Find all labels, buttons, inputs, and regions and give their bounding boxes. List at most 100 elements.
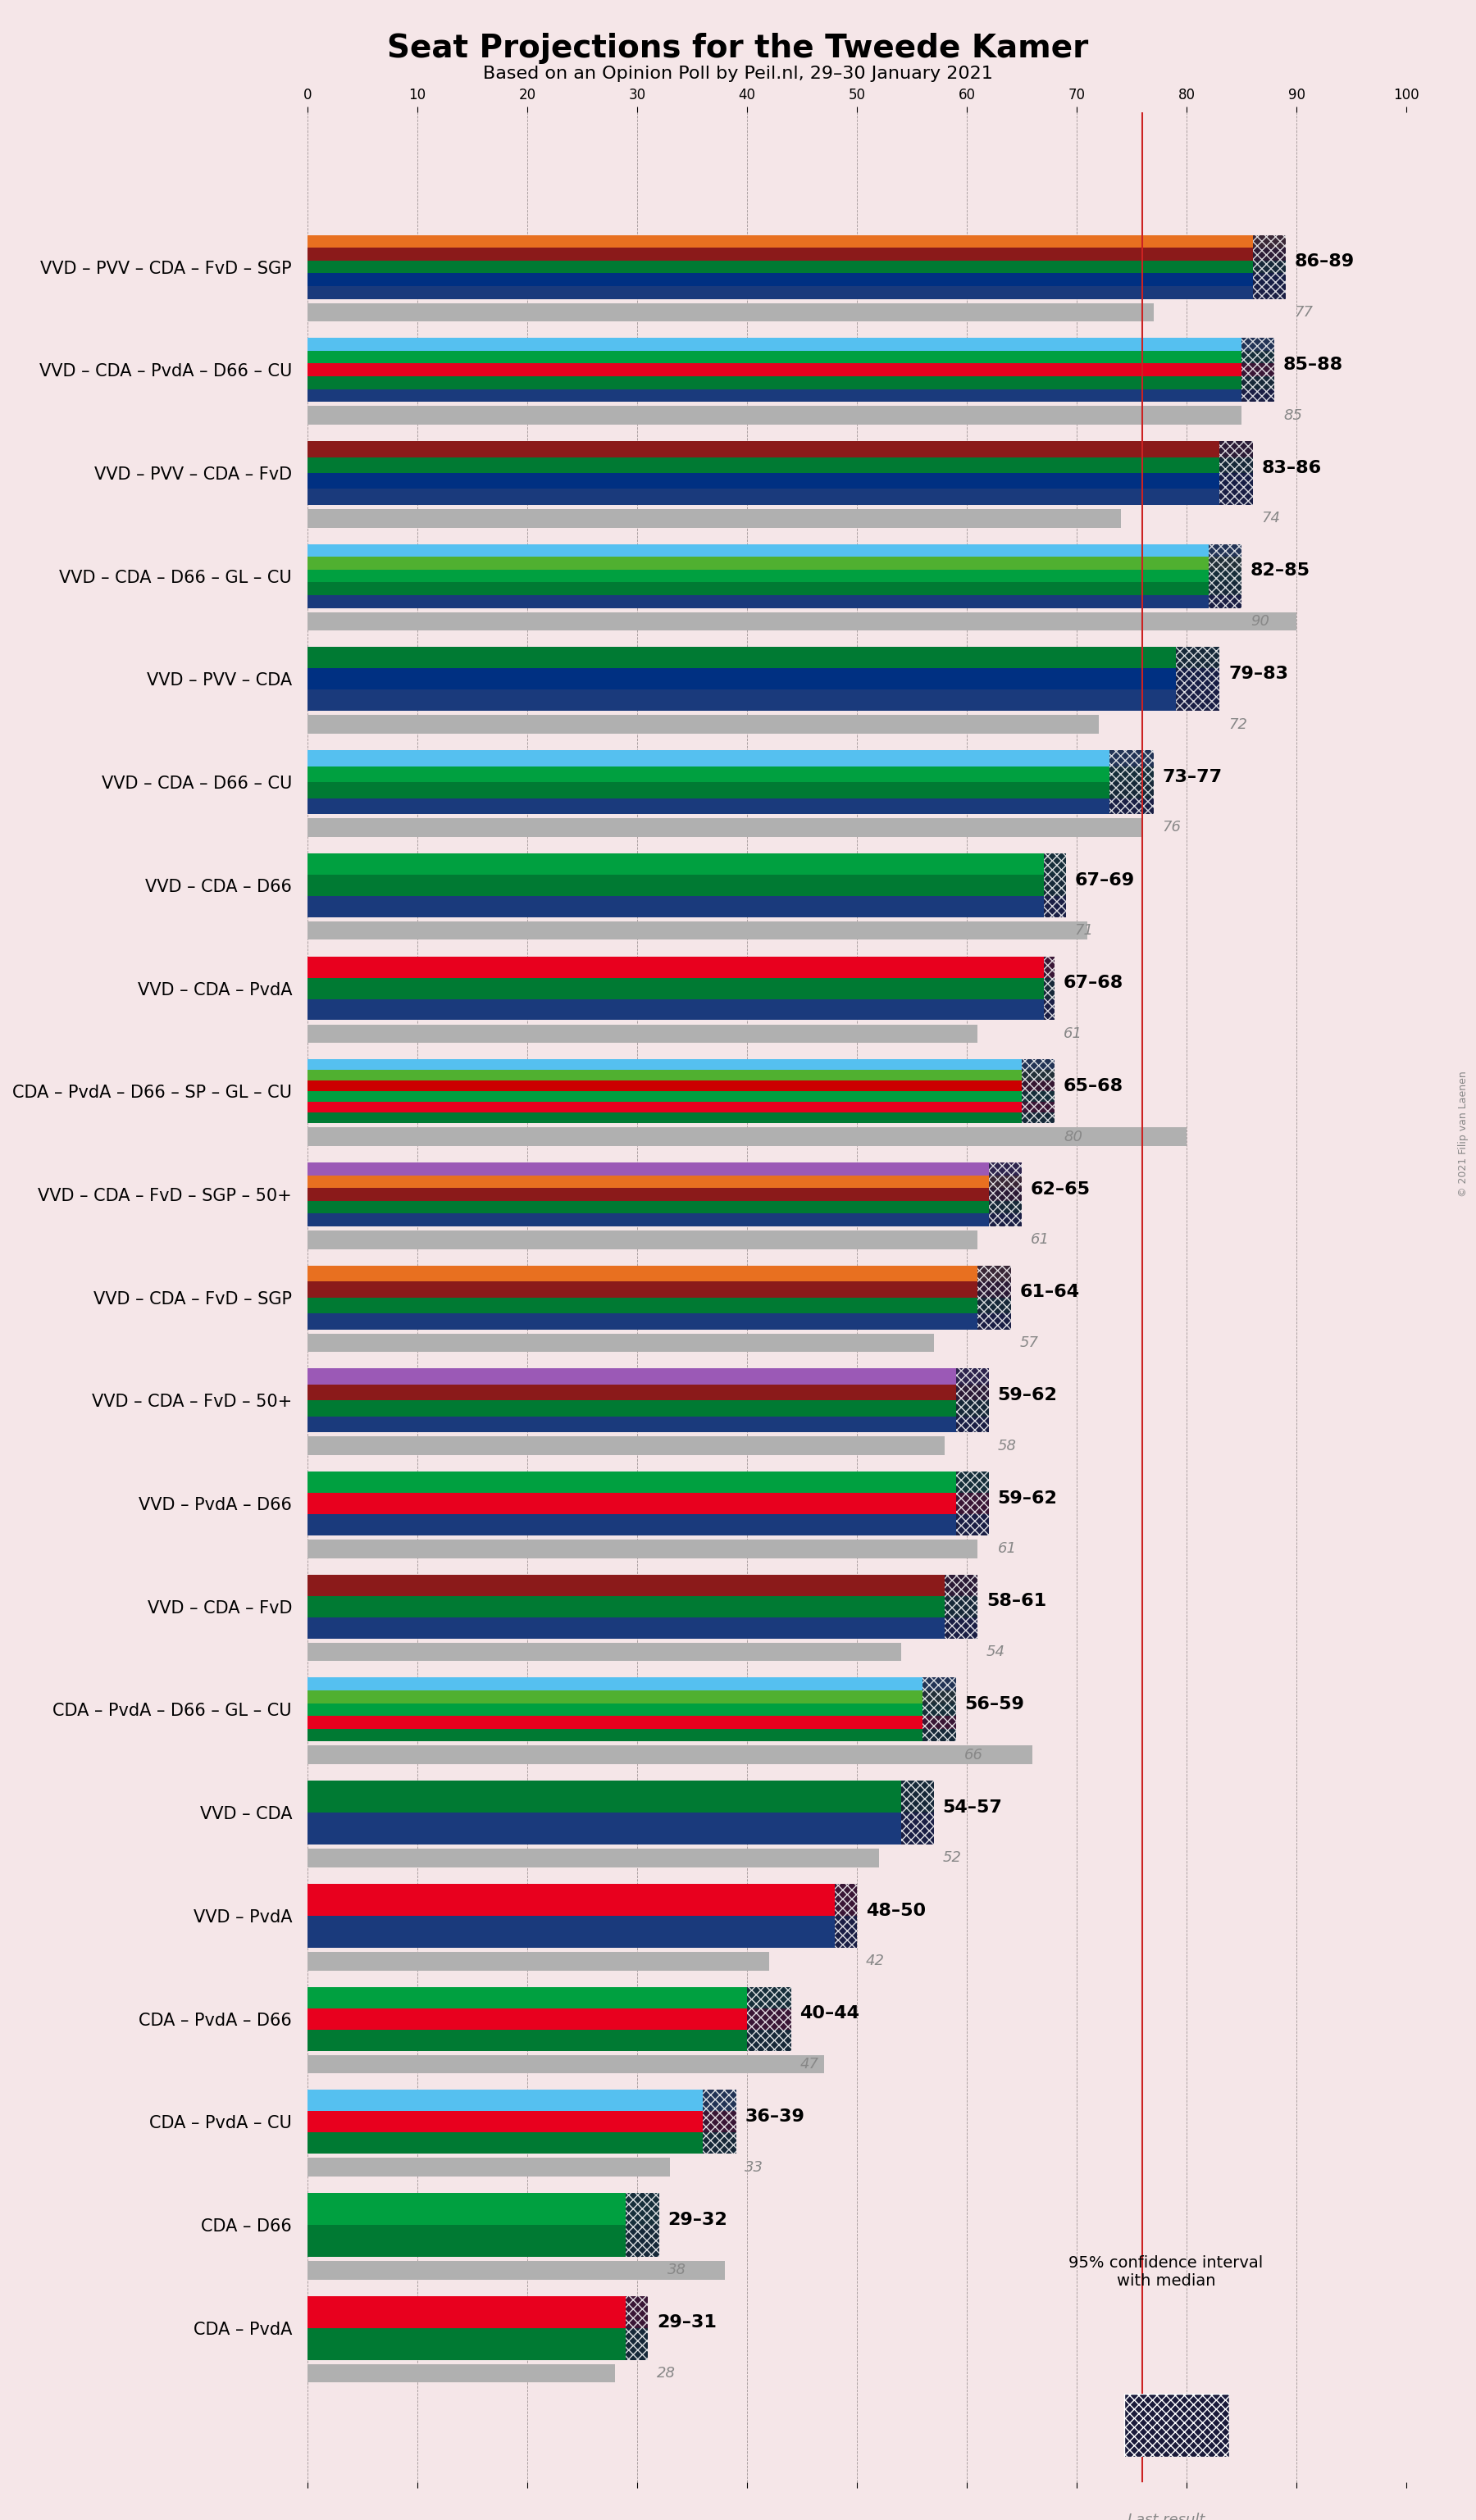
Bar bbox=[307, 2296, 648, 2328]
Bar bbox=[307, 978, 1055, 998]
Bar bbox=[1021, 1058, 1055, 1124]
Text: 82–85: 82–85 bbox=[1250, 562, 1311, 580]
Bar bbox=[307, 1298, 1011, 1313]
Bar bbox=[307, 1953, 769, 1971]
Bar bbox=[307, 874, 1066, 897]
Text: 40–44: 40–44 bbox=[800, 2006, 859, 2021]
Bar bbox=[1044, 955, 1055, 1021]
Text: 86–89: 86–89 bbox=[1294, 255, 1355, 270]
Bar bbox=[835, 1885, 858, 1948]
Bar bbox=[307, 1230, 977, 1250]
Bar bbox=[307, 338, 1275, 350]
Bar bbox=[922, 1678, 956, 1741]
Text: 74: 74 bbox=[1262, 512, 1280, 527]
Bar bbox=[1219, 441, 1253, 504]
Bar bbox=[307, 799, 1154, 814]
Bar bbox=[307, 1058, 1055, 1071]
Bar bbox=[307, 2089, 737, 2112]
Bar bbox=[307, 2054, 824, 2074]
Text: 90: 90 bbox=[1250, 615, 1269, 630]
Bar bbox=[307, 363, 1275, 375]
Bar bbox=[307, 854, 1066, 874]
Text: 67–68: 67–68 bbox=[1064, 975, 1123, 990]
Text: 76: 76 bbox=[1163, 819, 1181, 834]
Text: 29–32: 29–32 bbox=[667, 2213, 728, 2228]
Bar bbox=[307, 441, 1253, 456]
Bar bbox=[307, 1436, 945, 1454]
Bar bbox=[307, 595, 1241, 607]
Bar bbox=[307, 2029, 791, 2051]
Bar bbox=[307, 570, 1241, 582]
Bar bbox=[1044, 854, 1066, 917]
Bar bbox=[1241, 338, 1275, 401]
Bar bbox=[307, 751, 1154, 766]
Bar bbox=[307, 1368, 989, 1383]
Text: 59–62: 59–62 bbox=[998, 1386, 1057, 1404]
Bar bbox=[956, 1368, 989, 1431]
Bar bbox=[307, 1729, 956, 1741]
Bar bbox=[307, 1081, 1055, 1091]
Text: © 2021 Filip van Laenen: © 2021 Filip van Laenen bbox=[1458, 1071, 1469, 1197]
Text: 71: 71 bbox=[1075, 922, 1094, 937]
Text: 58: 58 bbox=[998, 1439, 1017, 1454]
Bar bbox=[307, 1986, 791, 2008]
Text: 54–57: 54–57 bbox=[943, 1799, 1002, 1817]
Text: 85–88: 85–88 bbox=[1283, 358, 1343, 373]
Bar bbox=[307, 302, 1154, 323]
Text: 80: 80 bbox=[1064, 1129, 1082, 1144]
Bar bbox=[307, 582, 1241, 595]
Bar bbox=[307, 1885, 858, 1915]
Bar bbox=[307, 1704, 956, 1716]
Bar bbox=[307, 1101, 1055, 1114]
Text: 83–86: 83–86 bbox=[1262, 459, 1321, 476]
Text: 61: 61 bbox=[1030, 1232, 1049, 1247]
Bar bbox=[1253, 234, 1286, 300]
Bar bbox=[956, 1472, 989, 1535]
Text: 33: 33 bbox=[745, 2160, 763, 2175]
Bar bbox=[307, 260, 1286, 272]
Bar bbox=[307, 2260, 725, 2281]
Bar bbox=[307, 922, 1088, 940]
Bar bbox=[307, 668, 1219, 690]
Text: 79–83: 79–83 bbox=[1228, 665, 1289, 683]
Text: 36–39: 36–39 bbox=[745, 2109, 804, 2124]
Bar bbox=[1125, 2394, 1230, 2457]
Bar bbox=[307, 648, 1219, 668]
Bar bbox=[307, 781, 1154, 799]
Bar bbox=[307, 1126, 1187, 1147]
Bar bbox=[307, 350, 1275, 363]
Bar bbox=[900, 1782, 934, 1845]
Bar bbox=[307, 1401, 989, 1416]
Text: 29–31: 29–31 bbox=[657, 2313, 716, 2331]
Bar bbox=[307, 1333, 934, 1353]
Bar bbox=[307, 1812, 934, 1845]
Bar bbox=[307, 287, 1286, 300]
Bar bbox=[307, 612, 1296, 630]
Text: 42: 42 bbox=[865, 1953, 884, 1968]
Text: 28: 28 bbox=[657, 2366, 676, 2381]
Text: 54: 54 bbox=[986, 1646, 1005, 1658]
Bar bbox=[307, 2157, 670, 2177]
Bar bbox=[307, 1283, 1011, 1298]
Text: 61–64: 61–64 bbox=[1020, 1285, 1079, 1300]
Text: 52: 52 bbox=[943, 1850, 961, 1865]
Bar bbox=[1209, 544, 1241, 607]
Bar bbox=[307, 2192, 658, 2225]
Bar bbox=[945, 1575, 977, 1638]
Text: 59–62: 59–62 bbox=[998, 1489, 1057, 1507]
Bar bbox=[307, 406, 1241, 423]
Bar bbox=[626, 2192, 658, 2258]
Text: 85: 85 bbox=[1283, 408, 1302, 423]
Text: 61: 61 bbox=[998, 1542, 1017, 1557]
Bar bbox=[989, 1162, 1021, 1227]
Bar bbox=[307, 1575, 977, 1595]
Bar bbox=[307, 474, 1253, 489]
Text: 61: 61 bbox=[1064, 1026, 1082, 1041]
Bar bbox=[307, 2225, 658, 2258]
Bar bbox=[307, 375, 1275, 388]
Bar bbox=[307, 1540, 977, 1557]
Text: 47: 47 bbox=[800, 2056, 819, 2071]
Bar bbox=[307, 690, 1219, 711]
Text: 58–61: 58–61 bbox=[986, 1593, 1046, 1610]
Bar bbox=[307, 456, 1253, 474]
